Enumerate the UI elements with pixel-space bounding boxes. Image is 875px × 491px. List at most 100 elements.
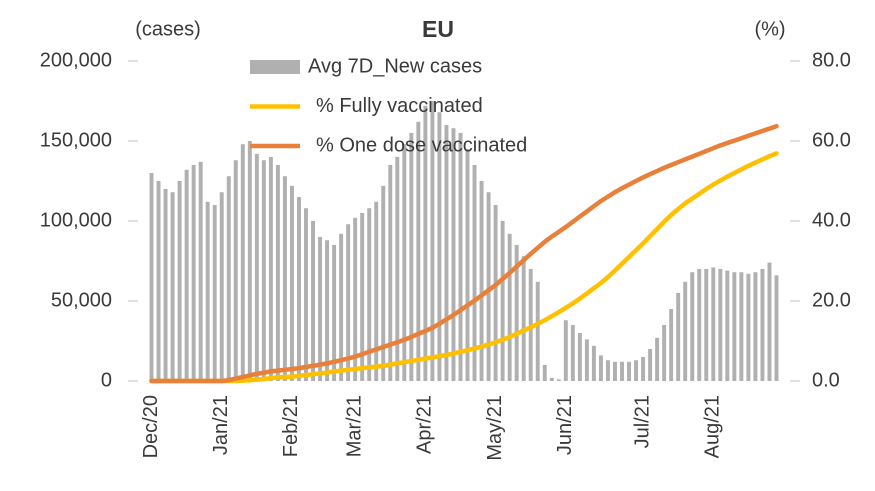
bar <box>163 189 168 381</box>
y2-tick-label: 80.0 <box>812 49 851 71</box>
bar <box>346 224 351 381</box>
y-tick-label: 150,000 <box>40 129 112 151</box>
bar <box>500 221 505 381</box>
legend-label: % One dose vaccinated <box>316 134 527 156</box>
y2-axis-title: (%) <box>754 18 785 40</box>
y-tick-label: 100,000 <box>40 209 112 231</box>
y-tick-label: 200,000 <box>40 49 112 71</box>
bar <box>423 105 428 382</box>
bar <box>472 165 477 381</box>
bar <box>718 269 723 381</box>
bar <box>605 360 610 381</box>
bar <box>542 365 547 381</box>
bar <box>704 269 709 381</box>
bar <box>177 181 182 381</box>
bar <box>156 181 161 381</box>
bar <box>493 205 498 381</box>
bar <box>507 233 512 381</box>
x-tick-label: Jun/21 <box>554 395 576 455</box>
x-tick-label: Dec/20 <box>140 395 162 458</box>
bar <box>360 213 365 381</box>
y2-tick-label: 20.0 <box>812 289 851 311</box>
bar <box>690 272 695 381</box>
bar <box>184 169 189 381</box>
bar <box>289 185 294 381</box>
y2-tick-label: 60.0 <box>812 129 851 151</box>
bar <box>746 273 751 381</box>
bar <box>205 201 210 381</box>
bar <box>584 339 589 381</box>
bar <box>233 160 238 381</box>
bar <box>381 185 386 381</box>
bar <box>676 293 681 381</box>
bar <box>170 192 175 381</box>
bar <box>149 173 154 381</box>
bar <box>725 270 730 381</box>
bar <box>669 309 674 381</box>
bar <box>634 360 639 381</box>
x-tick-label: Jul/21 <box>631 395 653 448</box>
bar <box>774 275 779 381</box>
bar <box>620 361 624 381</box>
bar <box>760 269 765 381</box>
bar <box>444 125 449 381</box>
bar <box>226 176 231 381</box>
bar <box>325 240 330 381</box>
bar <box>732 272 737 381</box>
bar <box>767 262 772 381</box>
x-tick-label: Apr/21 <box>414 395 436 454</box>
bar <box>591 345 596 381</box>
bar <box>577 333 582 381</box>
bar <box>395 157 400 381</box>
x-tick-label: Aug/21 <box>702 395 724 458</box>
bar <box>353 217 358 381</box>
bar <box>570 325 575 381</box>
bar <box>556 379 561 381</box>
bar <box>430 101 435 381</box>
bar <box>198 161 203 381</box>
bar <box>254 153 259 381</box>
bar <box>465 149 470 381</box>
chart-title: EU <box>422 16 454 42</box>
bar <box>402 144 407 381</box>
bar <box>304 208 308 381</box>
bar <box>563 320 568 381</box>
bar <box>367 208 372 381</box>
legend-label: % Fully vaccinated <box>316 95 483 117</box>
bar <box>297 197 301 381</box>
line <box>149 123 779 384</box>
bar <box>261 160 266 381</box>
bar <box>191 165 196 381</box>
bar <box>514 245 519 381</box>
bar <box>212 205 217 381</box>
bar <box>318 237 323 381</box>
bar <box>662 325 667 381</box>
bar <box>598 355 603 381</box>
x-tick-label: May/21 <box>484 395 506 461</box>
bar <box>219 192 224 381</box>
line <box>149 151 779 384</box>
bar <box>486 192 491 381</box>
y-tick-label: 50,000 <box>51 289 112 311</box>
bar <box>683 281 688 381</box>
bar <box>240 144 245 381</box>
x-tick-label: Jan/21 <box>210 395 232 455</box>
bar <box>268 157 273 381</box>
y-tick-label: 0 <box>101 369 112 391</box>
bar <box>697 269 702 381</box>
bar <box>535 281 540 381</box>
bar <box>753 272 758 381</box>
bar <box>458 133 463 381</box>
bar <box>549 377 554 381</box>
x-tick-label: Feb/21 <box>280 395 302 457</box>
bar <box>282 176 287 381</box>
bar <box>739 272 744 381</box>
x-tick-label: Mar/21 <box>343 395 365 457</box>
bar <box>374 201 379 381</box>
legend-swatch <box>250 60 300 74</box>
bar <box>451 128 456 381</box>
bar <box>388 165 393 381</box>
bar <box>613 361 617 381</box>
